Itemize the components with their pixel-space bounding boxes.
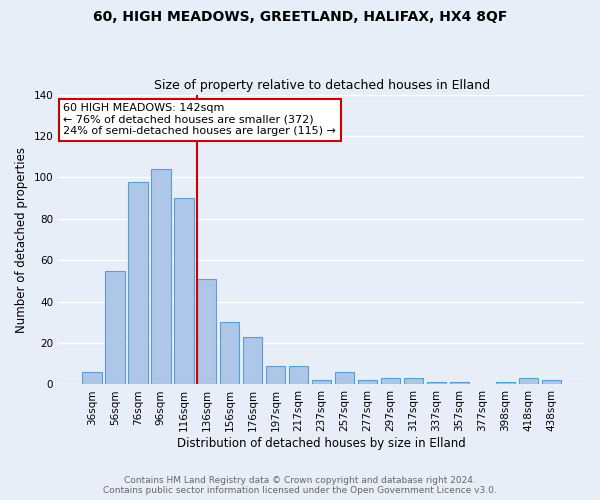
Text: 60, HIGH MEADOWS, GREETLAND, HALIFAX, HX4 8QF: 60, HIGH MEADOWS, GREETLAND, HALIFAX, HX… — [93, 10, 507, 24]
Y-axis label: Number of detached properties: Number of detached properties — [15, 146, 28, 332]
Bar — [220, 322, 239, 384]
Bar — [151, 169, 170, 384]
Bar — [289, 366, 308, 384]
Bar — [496, 382, 515, 384]
Bar — [105, 270, 125, 384]
Bar — [427, 382, 446, 384]
Bar — [358, 380, 377, 384]
Text: 60 HIGH MEADOWS: 142sqm
← 76% of detached houses are smaller (372)
24% of semi-d: 60 HIGH MEADOWS: 142sqm ← 76% of detache… — [64, 104, 337, 136]
Bar — [243, 337, 262, 384]
Title: Size of property relative to detached houses in Elland: Size of property relative to detached ho… — [154, 79, 490, 92]
Bar — [197, 279, 217, 384]
Text: Contains HM Land Registry data © Crown copyright and database right 2024.
Contai: Contains HM Land Registry data © Crown c… — [103, 476, 497, 495]
Bar — [449, 382, 469, 384]
Bar — [174, 198, 194, 384]
Bar — [82, 372, 101, 384]
X-axis label: Distribution of detached houses by size in Elland: Distribution of detached houses by size … — [177, 437, 466, 450]
Bar — [128, 182, 148, 384]
Bar — [381, 378, 400, 384]
Bar — [518, 378, 538, 384]
Bar — [266, 366, 286, 384]
Bar — [335, 372, 355, 384]
Bar — [404, 378, 423, 384]
Bar — [312, 380, 331, 384]
Bar — [542, 380, 561, 384]
